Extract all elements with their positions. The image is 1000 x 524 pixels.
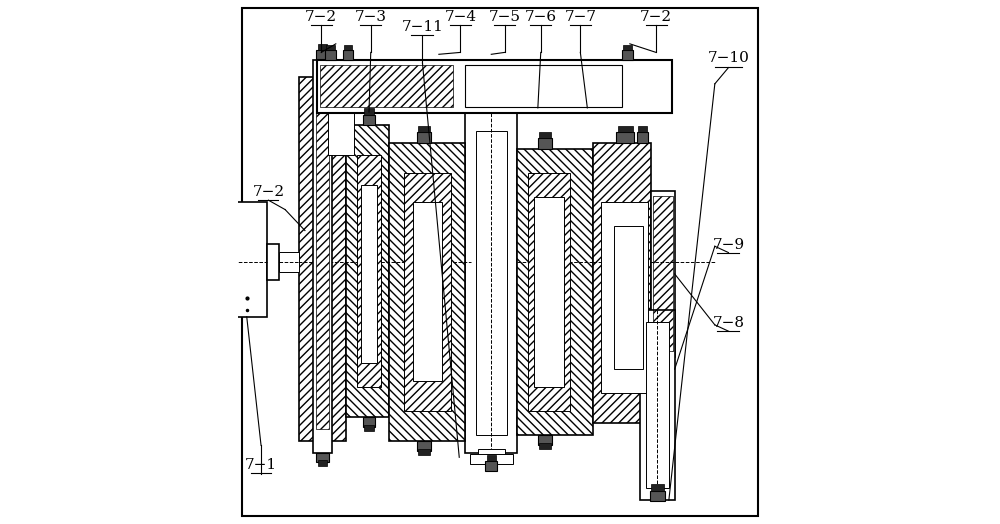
Bar [650, 491, 665, 501]
Bar [364, 425, 374, 431]
Bar [640, 310, 675, 500]
Bar [344, 45, 352, 50]
Bar [404, 173, 451, 411]
Bar [326, 45, 335, 50]
Bar [418, 449, 430, 455]
Bar [614, 226, 643, 369]
Bar [417, 441, 431, 451]
Bar [279, 253, 299, 271]
Bar [216, 253, 225, 271]
Bar [622, 50, 633, 60]
Bar [623, 45, 632, 50]
Bar [389, 143, 465, 441]
Bar [601, 202, 648, 393]
Bar [539, 443, 551, 450]
Text: 7−3: 7−3 [355, 9, 387, 24]
Text: 7−2: 7−2 [640, 9, 672, 24]
Bar [638, 126, 647, 133]
Bar [646, 322, 669, 488]
Bar [618, 126, 633, 133]
Text: 7−2: 7−2 [305, 9, 337, 24]
Bar [651, 191, 675, 357]
Bar [485, 461, 497, 472]
Bar [651, 485, 664, 491]
Bar [228, 202, 267, 317]
Bar [478, 449, 505, 458]
Bar [418, 126, 430, 133]
Text: 7−11: 7−11 [402, 20, 443, 34]
Bar [317, 60, 672, 113]
Bar [413, 202, 442, 381]
Bar [299, 78, 346, 441]
Bar [316, 50, 329, 60]
Text: 7−6: 7−6 [525, 9, 557, 24]
Bar [363, 417, 375, 427]
Bar [476, 131, 507, 435]
Bar [328, 113, 354, 155]
Bar [316, 83, 329, 429]
Bar [313, 60, 332, 453]
Bar [363, 115, 375, 125]
Bar [343, 50, 353, 60]
Bar [528, 173, 570, 411]
Text: 7−1: 7−1 [245, 457, 277, 472]
Bar [320, 66, 453, 107]
Bar [593, 143, 651, 423]
Bar [357, 155, 381, 387]
Bar [637, 133, 648, 143]
Bar [487, 455, 496, 461]
Bar [325, 50, 336, 60]
Bar [539, 132, 551, 138]
Bar [517, 149, 593, 435]
Bar [538, 138, 552, 149]
Bar [318, 460, 327, 466]
Bar [465, 113, 517, 453]
Bar [616, 133, 634, 143]
Text: 7−10: 7−10 [708, 51, 749, 66]
Bar [267, 244, 279, 280]
Bar [465, 66, 622, 107]
Text: 7−7: 7−7 [564, 9, 596, 24]
Bar [653, 196, 673, 351]
Text: 7−4: 7−4 [444, 9, 476, 24]
Text: 7−5: 7−5 [489, 9, 521, 24]
Bar [346, 125, 389, 417]
Bar [318, 44, 327, 50]
Text: 7−8: 7−8 [712, 316, 744, 330]
Text: 7−9: 7−9 [712, 237, 745, 252]
Bar [534, 196, 564, 387]
Bar [317, 113, 331, 405]
Text: 7−2: 7−2 [252, 185, 284, 199]
Bar [470, 454, 513, 464]
Bar [316, 453, 329, 462]
Bar [417, 133, 431, 143]
Bar [361, 184, 377, 363]
Bar [538, 435, 552, 445]
Bar [364, 108, 374, 115]
